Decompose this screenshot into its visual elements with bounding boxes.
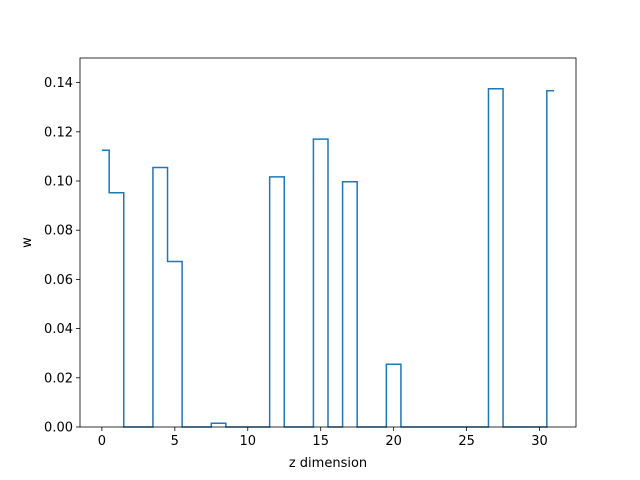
x-tick-label: 25 (458, 434, 475, 449)
series-line-0 (101, 88, 555, 428)
y-axis-label: w (20, 237, 35, 248)
x-tick-label: 20 (385, 434, 402, 449)
y-tick-label: 0.06 (44, 273, 73, 288)
axes-frame (79, 57, 577, 428)
y-tick-label: 0.04 (44, 322, 73, 337)
x-tick-label: 10 (239, 434, 256, 449)
y-axis-ticks: 0.00 0.02 0.04 0.06 0.08 0.10 0.12 0.14 (44, 76, 80, 436)
x-tick-label: 5 (171, 434, 179, 449)
x-tick-label: 0 (98, 434, 106, 449)
y-tick-label: 0.10 (44, 175, 73, 190)
x-tick-label: 30 (531, 434, 548, 449)
y-tick-label: 0.12 (44, 125, 73, 140)
y-tick-label: 0.02 (44, 371, 73, 386)
y-tick-label: 0.14 (44, 76, 73, 91)
y-tick-label: 0.00 (44, 421, 73, 436)
x-axis-label: z dimension (289, 456, 367, 471)
y-tick-label: 0.08 (44, 224, 73, 239)
plot-area (79, 57, 577, 428)
x-tick-label: 15 (312, 434, 329, 449)
x-axis-ticks: 0 5 10 15 20 25 30 (98, 427, 548, 449)
